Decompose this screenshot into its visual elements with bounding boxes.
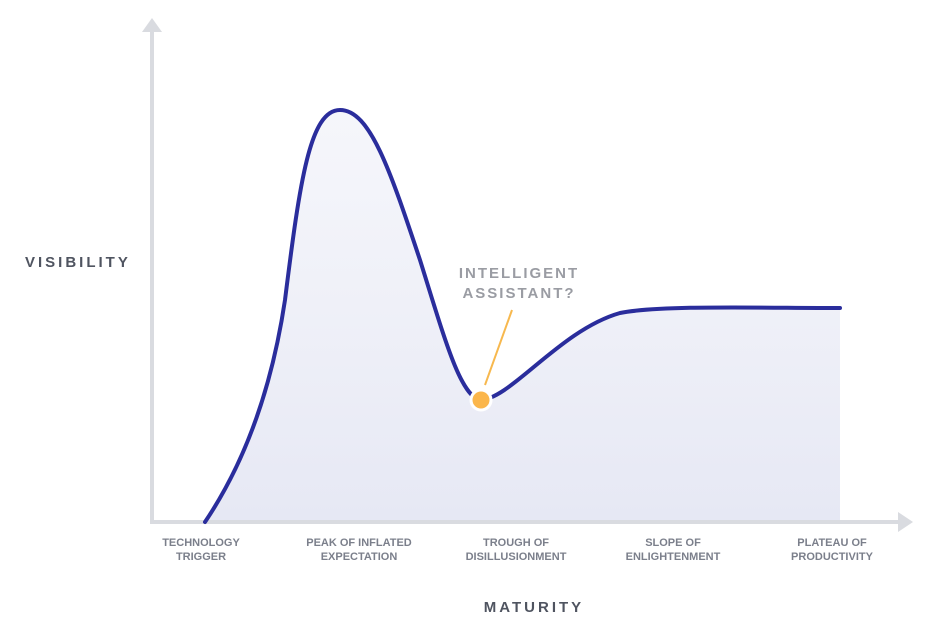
annotation-leader xyxy=(484,309,513,386)
y-axis-label: VISIBILITY xyxy=(25,254,131,271)
phase-label: ENLIGHTENMENT xyxy=(626,551,721,563)
y-axis-arrow xyxy=(142,18,162,32)
phase-label: EXPECTATION xyxy=(321,551,398,563)
phase-label: TROUGH OF xyxy=(483,537,549,549)
x-axis-label: MATURITY xyxy=(484,599,584,616)
curve-area xyxy=(205,110,840,522)
phase-label: DISILLUSIONMENT xyxy=(466,551,567,563)
phase-label: PLATEAU OF xyxy=(797,537,867,549)
phase-labels: TECHNOLOGY TRIGGER PEAK OF INFLATED EXPECTA… xyxy=(162,537,873,563)
phase-label: SLOPE OF xyxy=(645,537,701,549)
phase-label: PEAK OF INFLATED xyxy=(306,537,412,549)
position-marker xyxy=(469,388,493,412)
annotation-line: INTELLIGENT xyxy=(459,265,579,282)
annotation-line: ASSISTANT? xyxy=(462,285,575,302)
phase-label: TECHNOLOGY xyxy=(162,537,240,549)
x-axis-arrow xyxy=(898,512,913,532)
phase-label: TRIGGER xyxy=(176,551,226,563)
phase-label: PRODUCTIVITY xyxy=(791,551,874,563)
hype-curve xyxy=(203,107,842,524)
